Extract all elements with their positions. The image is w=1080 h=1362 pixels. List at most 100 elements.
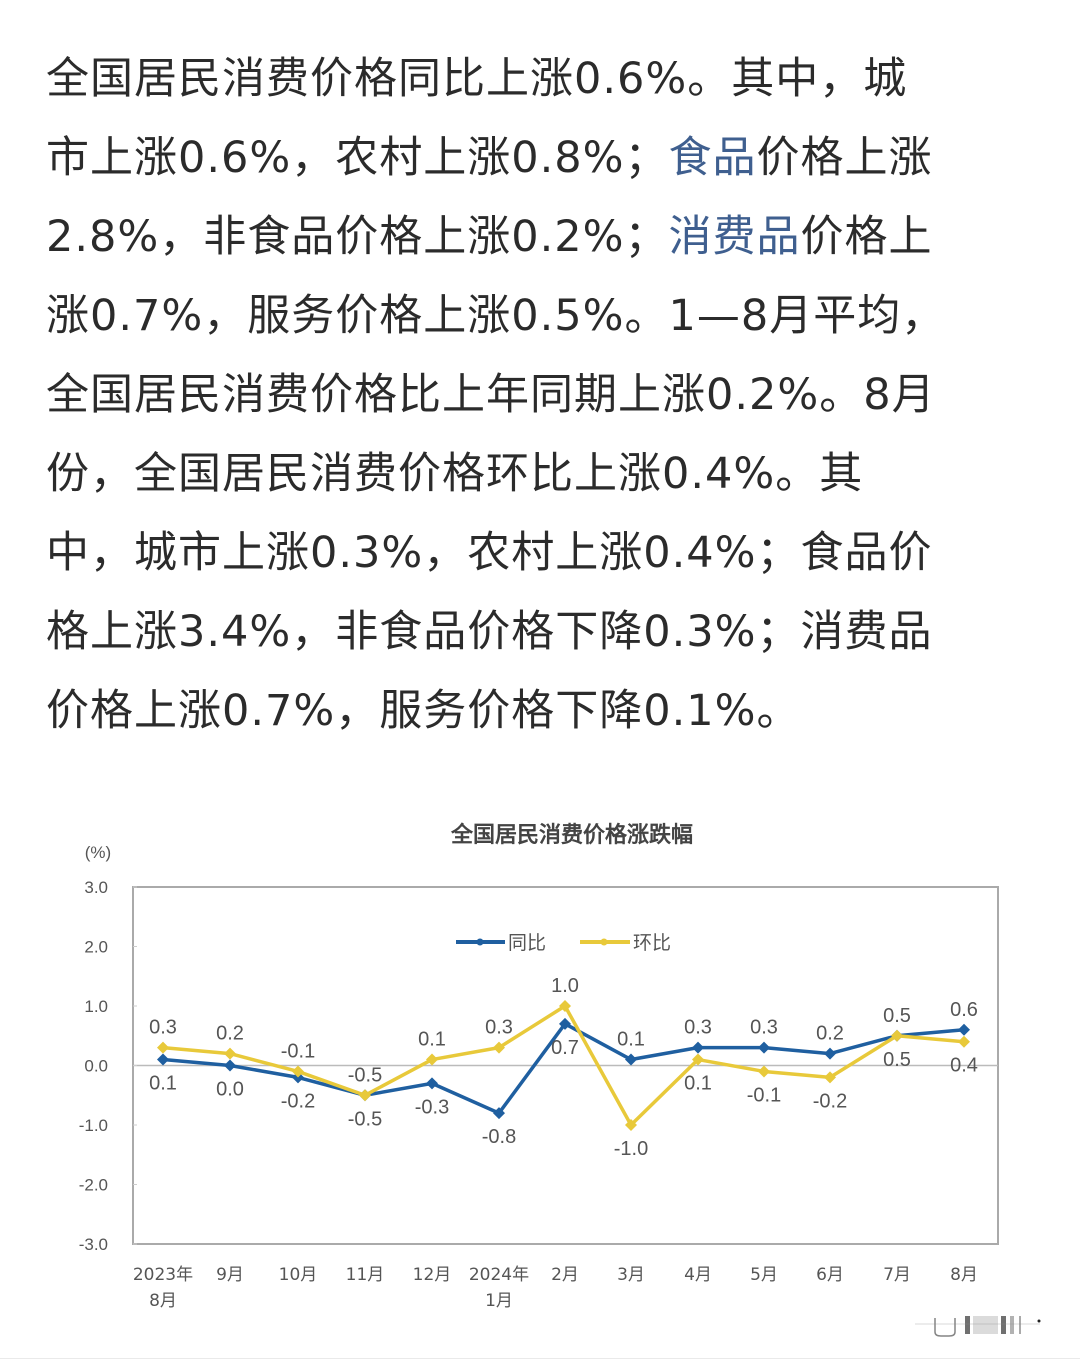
data-label-yoy: 0.3 xyxy=(750,1017,778,1039)
y-tick-label: 1.0 xyxy=(84,997,108,1016)
data-label-mom: -0.5 xyxy=(348,1064,382,1086)
data-label-yoy: 0.2 xyxy=(816,1023,844,1045)
data-point-marker xyxy=(891,1029,903,1042)
x-tick-label: 10月 xyxy=(279,1265,318,1285)
data-label-mom: -1.0 xyxy=(614,1138,648,1160)
data-point-marker xyxy=(625,1119,637,1131)
data-label-yoy: -0.5 xyxy=(348,1108,382,1130)
data-point-marker xyxy=(426,1077,438,1090)
x-tick-label: 7月 xyxy=(883,1265,911,1285)
y-tick-label: -3.0 xyxy=(79,1235,108,1254)
article-text-segment: 格上涨3.4%，非食品价格下降0.3%；消费品 xyxy=(46,607,933,657)
data-label-yoy: 0.5 xyxy=(883,1005,911,1027)
data-point-marker xyxy=(559,1017,571,1030)
article-line: 份，全国居民消费价格环比上涨0.4%。其 xyxy=(46,435,1046,514)
data-point-marker xyxy=(493,1041,505,1054)
article-text-segment: 市上涨0.6%，农村上涨0.8%； xyxy=(46,133,669,183)
data-point-marker xyxy=(559,1000,571,1012)
data-label-yoy: 0.1 xyxy=(149,1073,177,1095)
x-tick-label: 11月 xyxy=(346,1265,385,1285)
article-text-segment: 价格上涨0.7%，服务价格下降0.1%。 xyxy=(46,686,801,736)
data-label-mom: 1.0 xyxy=(551,975,579,997)
article-line: 价格上涨0.7%，服务价格下降0.1%。 xyxy=(46,672,1046,751)
x-tick-label: 2月 xyxy=(551,1265,579,1285)
x-tick-label: 5月 xyxy=(750,1265,778,1285)
x-tick-label: 3月 xyxy=(617,1265,645,1285)
data-label-mom: 0.2 xyxy=(216,1023,244,1045)
data-point-marker xyxy=(224,1059,236,1072)
y-tick-label: 3.0 xyxy=(84,878,108,897)
data-label-yoy: -0.2 xyxy=(281,1090,315,1112)
keyword-link[interactable]: 食品 xyxy=(668,133,757,183)
data-point-marker xyxy=(493,1107,505,1120)
divider xyxy=(0,1358,1080,1359)
keyword-link[interactable]: 消费品 xyxy=(668,212,801,262)
article-line: 市上涨0.6%，农村上涨0.8%；食品价格上涨 xyxy=(46,119,1046,198)
article-line: 涨0.7%，服务价格上涨0.5%。1—8月平均， xyxy=(46,277,1046,356)
data-point-marker xyxy=(758,1065,770,1078)
data-label-yoy: 0.0 xyxy=(216,1079,244,1101)
y-tick-label: 2.0 xyxy=(84,938,108,957)
x-tick-label: 9月 xyxy=(216,1265,244,1285)
article-text-segment: 全国居民消费价格比上年同期上涨0.2%。8月 xyxy=(46,370,936,420)
data-point-marker xyxy=(157,1041,169,1054)
data-point-marker xyxy=(824,1071,836,1084)
data-point-marker xyxy=(692,1053,704,1066)
article-text-segment: 全国居民消费价格同比上涨0.6%。其中，城 xyxy=(46,54,908,104)
chart-title: 全国居民消费价格涨跌幅 xyxy=(450,822,693,848)
article-line: 全国居民消费价格比上年同期上涨0.2%。8月 xyxy=(46,356,1046,435)
y-axis-unit: (%) xyxy=(85,843,111,862)
article-line: 全国居民消费价格同比上涨0.6%。其中，城 xyxy=(46,40,1046,119)
data-point-marker xyxy=(292,1065,304,1078)
article-text-segment: 价格上涨 xyxy=(756,133,933,183)
data-label-mom: 0.3 xyxy=(149,1017,177,1039)
y-tick-label: -2.0 xyxy=(79,1176,108,1195)
x-tick-label: 6月 xyxy=(816,1265,844,1285)
data-label-yoy: 0.6 xyxy=(950,999,978,1021)
data-label-yoy: 0.3 xyxy=(684,1017,712,1039)
data-point-marker xyxy=(958,1023,970,1036)
article-text-segment: 份，全国居民消费价格环比上涨0.4%。其 xyxy=(46,449,864,499)
data-label-mom: -0.2 xyxy=(813,1090,847,1112)
watermark-icon xyxy=(915,1310,1055,1340)
data-label-mom: 0.4 xyxy=(950,1055,978,1077)
x-tick-label: 2024年 xyxy=(469,1265,529,1285)
data-point-marker xyxy=(359,1089,371,1102)
data-label-yoy: 0.1 xyxy=(617,1029,645,1051)
data-label-yoy: 0.7 xyxy=(551,1037,579,1059)
article-text-segment: 涨0.7%，服务价格上涨0.5%。1—8月平均， xyxy=(46,291,946,341)
article-text-segment: 2.8%，非食品价格上涨0.2%； xyxy=(46,212,669,262)
data-label-mom: -0.1 xyxy=(747,1084,781,1106)
data-label-mom: 0.1 xyxy=(684,1073,712,1095)
data-point-marker xyxy=(958,1035,970,1048)
data-point-marker xyxy=(824,1047,836,1060)
data-point-marker xyxy=(758,1041,770,1054)
x-tick-label: 4月 xyxy=(684,1265,712,1285)
article-line: 格上涨3.4%，非食品价格下降0.3%；消费品 xyxy=(46,593,1046,672)
data-label-mom: -0.1 xyxy=(281,1040,315,1062)
data-label-mom: 0.3 xyxy=(485,1017,513,1039)
cpi-chart: 全国居民消费价格涨跌幅 (%) 3.0 2.0 1.0 0.0 -1.0 -2.0 -3.0 20… xyxy=(0,800,1080,1320)
x-tick-label: 2023年 xyxy=(133,1265,193,1285)
article-text-segment: 中，城市上涨0.3%，农村上涨0.4%；食品价 xyxy=(46,528,933,578)
data-label-mom: 0.1 xyxy=(418,1029,446,1051)
data-point-marker xyxy=(426,1053,438,1066)
data-point-marker xyxy=(692,1041,704,1054)
data-label-yoy: -0.8 xyxy=(482,1126,516,1148)
article-line: 中，城市上涨0.3%，农村上涨0.4%；食品价 xyxy=(46,514,1046,593)
x-tick-label: 8月 xyxy=(950,1265,978,1285)
legend-label-mom: 环比 xyxy=(633,932,671,954)
line-chart-svg: 全国居民消费价格涨跌幅 (%) 3.0 2.0 1.0 0.0 -1.0 -2.0 -3.0 20… xyxy=(79,822,999,1311)
legend-label-yoy: 同比 xyxy=(508,932,546,954)
article-line: 2.8%，非食品价格上涨0.2%；消费品价格上 xyxy=(46,198,1046,277)
article-text-segment: 价格上 xyxy=(800,212,933,262)
data-point-marker xyxy=(224,1047,236,1060)
y-tick-label: 0.0 xyxy=(84,1057,108,1076)
x-tick-label: 8月 xyxy=(149,1291,177,1311)
article-text: 全国居民消费价格同比上涨0.6%。其中，城 市上涨0.6%，农村上涨0.8%；食品… xyxy=(46,40,1046,751)
data-label-mom: 0.5 xyxy=(883,1049,911,1071)
x-tick-label: 12月 xyxy=(413,1265,452,1285)
data-label-yoy: -0.3 xyxy=(415,1096,449,1118)
data-point-marker xyxy=(625,1053,637,1066)
y-tick-label: -1.0 xyxy=(79,1116,108,1135)
